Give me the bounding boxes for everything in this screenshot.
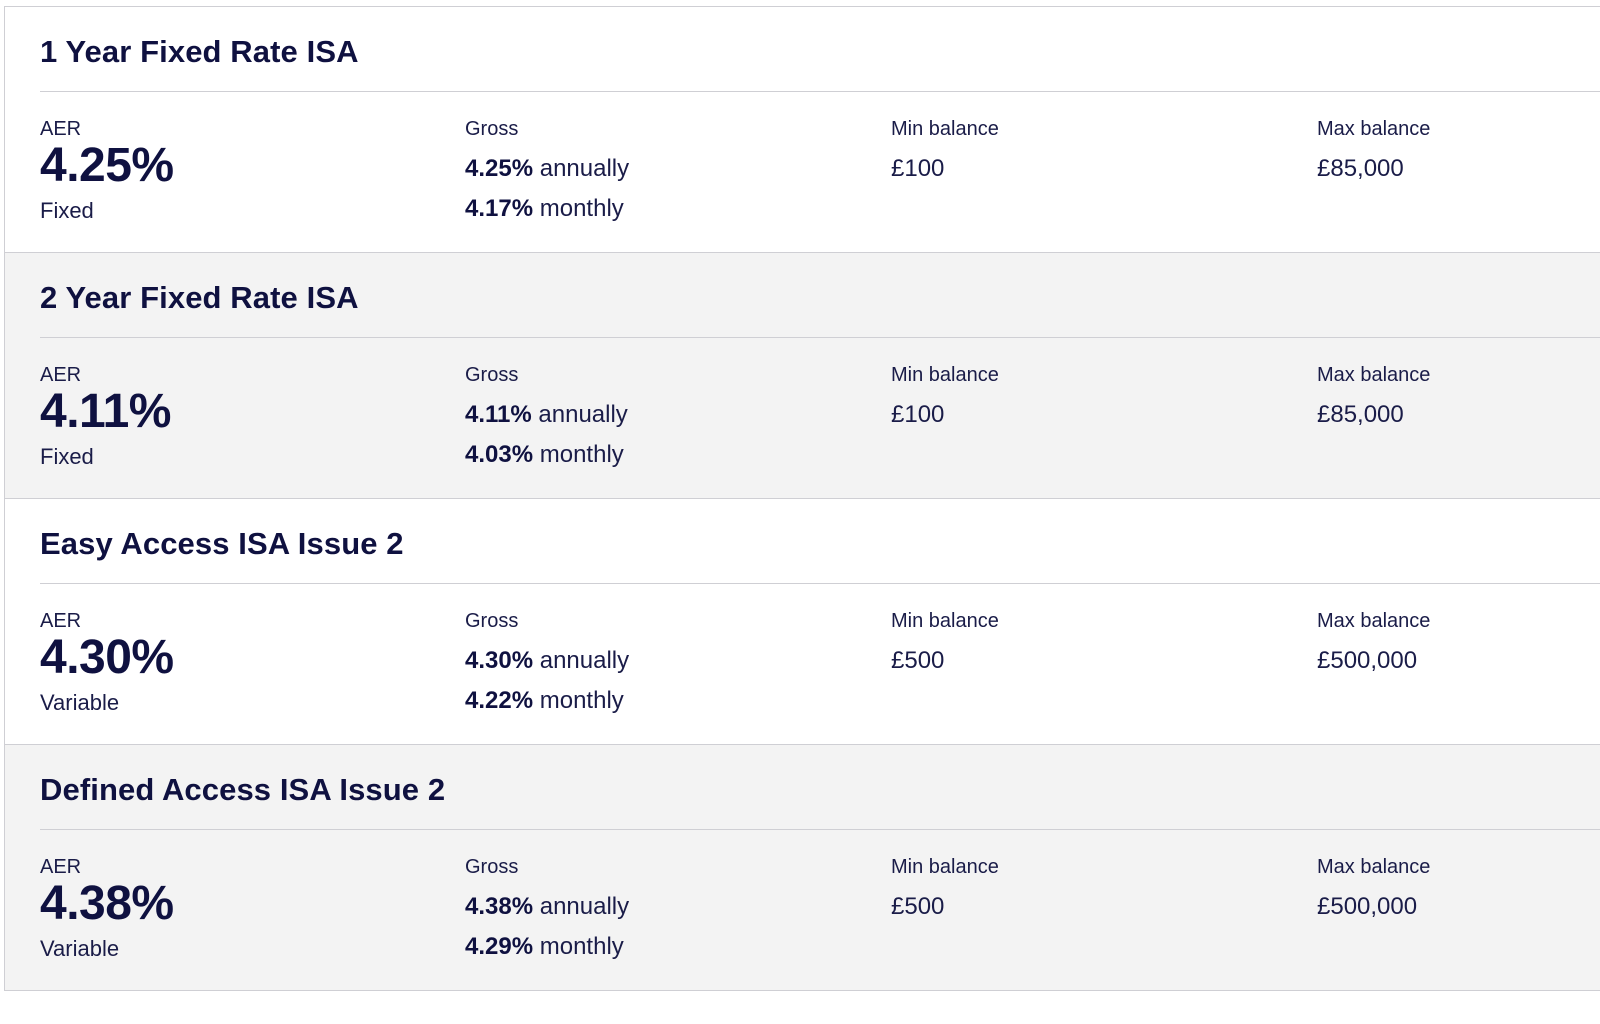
min-balance-column: Min balance £100 [891,119,999,183]
gross-monthly-rate: 4.17% [465,195,534,222]
gross-monthly: 4.29% monthly [465,933,629,961]
aer-column: AER 4.38% Variable [40,857,174,961]
rate-type: Variable [40,936,120,961]
min-balance-label: Min balance [891,856,999,878]
gross-annual-rate: 4.30% [465,647,534,674]
gross-monthly-text: monthly [539,933,624,960]
min-balance-label: Min balance [891,364,999,386]
gross-annual: 4.25% annually [465,155,629,183]
gross-annual-text: annually [538,401,628,428]
rate-type: Variable [40,690,120,715]
gross-monthly-rate: 4.29% [465,933,534,960]
rate-type: Fixed [40,444,94,469]
max-balance-label: Max balance [1317,364,1431,386]
min-balance-column: Min balance £100 [891,365,999,429]
gross-column: Gross 4.25% annually 4.17% monthly [465,119,629,223]
min-balance-value: £500 [891,893,945,920]
aer-value: 4.30% [40,631,174,684]
gross-annual-rate: 4.38% [465,893,534,920]
max-balance-column: Max balance £500,000 [1317,611,1430,675]
min-balance-label: Min balance [891,118,999,140]
min-balance-value: £100 [891,401,945,428]
min-balance-column: Min balance £500 [891,857,999,921]
gross-annual: 4.30% annually [465,647,629,675]
min-balance-value: £500 [891,647,945,674]
gross-annual-rate: 4.11% [465,401,532,428]
gross-label: Gross [465,856,519,878]
gross-monthly-text: monthly [539,195,624,222]
gross-annual-rate: 4.25% [465,155,534,182]
product-card-easy-access: Easy Access ISA Issue 2 AER 4.30% Variab… [5,499,1600,745]
product-title[interactable]: Easy Access ISA Issue 2 [40,526,404,561]
aer-label: AER [40,856,82,878]
min-balance-value: £100 [891,155,945,182]
gross-monthly: 4.22% monthly [465,687,629,715]
gross-label: Gross [465,364,519,386]
max-balance-column: Max balance £85,000 [1317,119,1430,183]
aer-column: AER 4.30% Variable [40,611,174,715]
gross-monthly-text: monthly [539,687,624,714]
product-title[interactable]: 1 Year Fixed Rate ISA [40,34,359,69]
max-balance-value: £500,000 [1317,893,1418,920]
max-balance-column: Max balance £500,000 [1317,857,1430,921]
divider [40,829,1600,830]
gross-monthly-text: monthly [539,441,624,468]
divider [40,337,1600,338]
gross-column: Gross 4.11% annually 4.03% monthly [465,365,628,469]
gross-annual: 4.38% annually [465,893,629,921]
max-balance-label: Max balance [1317,610,1431,632]
aer-column: AER 4.11% Fixed [40,365,171,469]
aer-value: 4.11% [40,385,171,438]
max-balance-label: Max balance [1317,856,1431,878]
aer-label: AER [40,118,82,140]
product-title[interactable]: 2 Year Fixed Rate ISA [40,280,359,315]
product-title[interactable]: Defined Access ISA Issue 2 [40,772,446,807]
max-balance-label: Max balance [1317,118,1431,140]
aer-value: 4.25% [40,139,174,192]
gross-label: Gross [465,610,519,632]
product-card-2-year-fixed: 2 Year Fixed Rate ISA AER 4.11% Fixed Gr… [5,253,1600,499]
min-balance-label: Min balance [891,610,999,632]
gross-monthly: 4.17% monthly [465,195,629,223]
max-balance-value: £85,000 [1317,401,1404,428]
aer-label: AER [40,364,82,386]
rate-type: Fixed [40,198,94,223]
gross-column: Gross 4.30% annually 4.22% monthly [465,611,629,715]
gross-annual-text: annually [539,893,630,920]
min-balance-column: Min balance £500 [891,611,999,675]
gross-label: Gross [465,118,519,140]
divider [40,91,1600,92]
product-card-1-year-fixed: 1 Year Fixed Rate ISA AER 4.25% Fixed Gr… [5,7,1600,253]
gross-annual-text: annually [539,155,630,182]
gross-annual-text: annually [539,647,630,674]
max-balance-column: Max balance £85,000 [1317,365,1430,429]
gross-monthly: 4.03% monthly [465,441,628,469]
aer-label: AER [40,610,82,632]
gross-annual: 4.11% annually [465,401,628,429]
gross-column: Gross 4.38% annually 4.29% monthly [465,857,629,961]
product-card-defined-access: Defined Access ISA Issue 2 AER 4.38% Var… [5,745,1600,991]
max-balance-value: £85,000 [1317,155,1404,182]
max-balance-value: £500,000 [1317,647,1418,674]
aer-value: 4.38% [40,877,174,930]
gross-monthly-rate: 4.22% [465,687,534,714]
isa-product-list: 1 Year Fixed Rate ISA AER 4.25% Fixed Gr… [4,6,1600,991]
gross-monthly-rate: 4.03% [465,441,534,468]
divider [40,583,1600,584]
aer-column: AER 4.25% Fixed [40,119,174,223]
